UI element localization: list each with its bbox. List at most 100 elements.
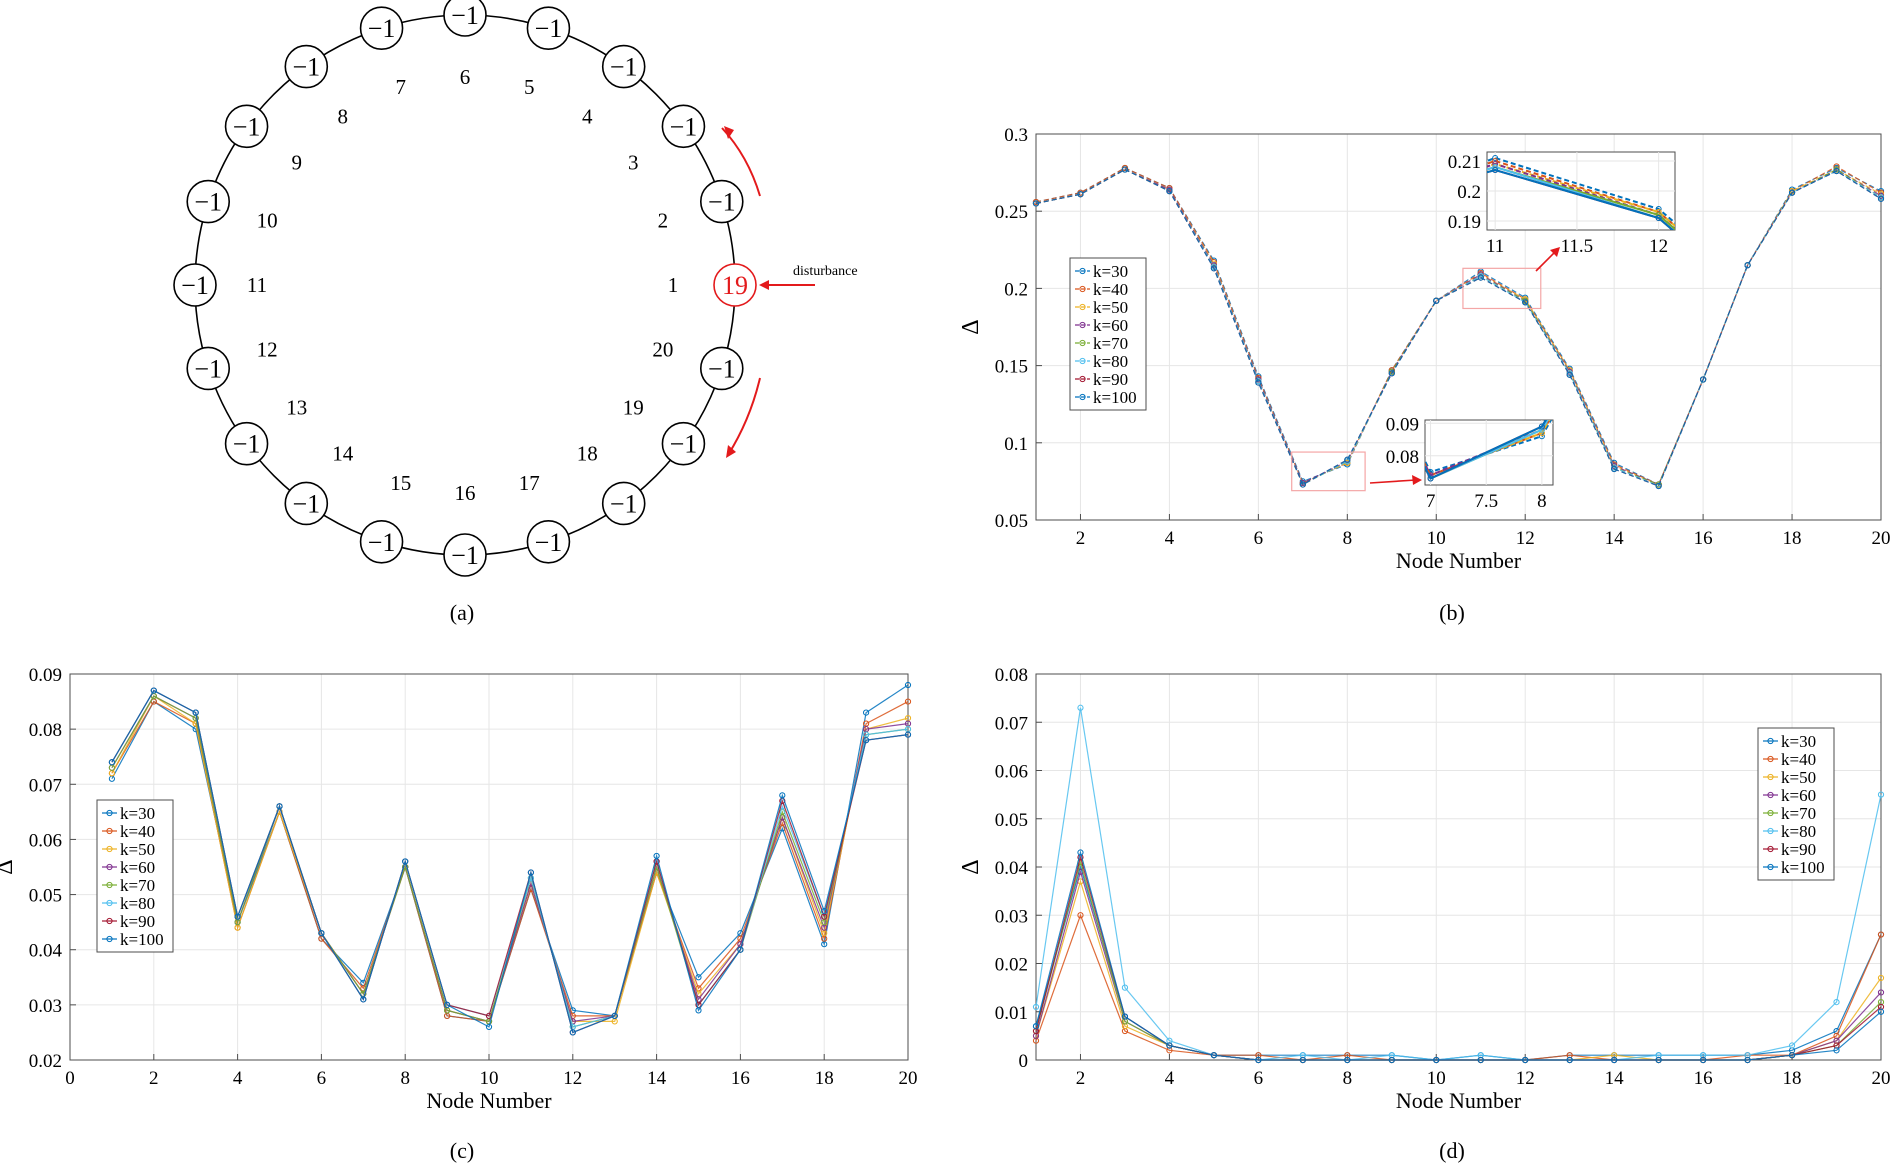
x-tick-label: 2 — [149, 1068, 159, 1089]
zoom-arrow-lower — [1369, 479, 1417, 484]
panel-d-chart: 2 4 6 8 10 12 14 16 18 20 0 0.01 0.02 0.03 0.04 0.05 0.0… — [958, 665, 1891, 1113]
data-point — [695, 974, 702, 981]
x-tick-label: 2 — [1076, 528, 1086, 549]
data-point — [863, 737, 870, 744]
legend-marker — [106, 863, 113, 871]
legend-label: k=90 — [1781, 840, 1816, 859]
inset-data-point — [1317, 255, 1322, 260]
x-tick-label: 16 — [731, 1068, 750, 1089]
y-axis-label: Δ — [958, 319, 984, 334]
inset-data-point — [1205, 8, 1210, 13]
inset-data-point — [348, 0, 353, 4]
data-point — [1121, 984, 1129, 991]
legend-marker — [1767, 809, 1774, 817]
node-label: 3 — [628, 151, 639, 175]
inset-y-tick-label: 0.21 — [1448, 152, 1481, 173]
inset-data-point — [1762, 89, 1767, 94]
node-label: 2 — [658, 209, 669, 233]
legend-marker — [106, 899, 113, 907]
data-point — [1077, 191, 1084, 198]
data-point — [1788, 1052, 1796, 1059]
inset-data-point — [1762, 89, 1767, 94]
legend-marker — [1767, 755, 1774, 763]
data-point — [1877, 1008, 1885, 1015]
y-tick-label: 0.06 — [995, 762, 1028, 783]
node-label: 7 — [395, 75, 406, 99]
inset-data-point — [1317, 255, 1322, 260]
inset-series-line — [1425, 420, 1551, 477]
inset-data-point — [839, 570, 844, 575]
propagation-arrow-up-head — [724, 126, 734, 139]
node-value: −1 — [451, 1, 479, 30]
data-point — [108, 764, 116, 771]
data-point — [1344, 1056, 1351, 1064]
legend-marker — [1767, 863, 1774, 871]
data-point — [1299, 1056, 1306, 1064]
data-point — [1255, 379, 1262, 386]
data-point — [527, 869, 535, 876]
node-circle — [526, 519, 571, 564]
zoom-arrow-lower-head — [1412, 475, 1422, 485]
inset-series-line — [1487, 168, 1675, 230]
inset-data-point — [1655, 215, 1662, 221]
legend-marker — [1079, 339, 1086, 347]
x-axis-label: Node Number — [426, 1088, 552, 1113]
series-line-k=40 — [111, 700, 909, 1023]
data-point — [402, 858, 409, 865]
node-value: −1 — [670, 430, 698, 459]
legend-label: k=60 — [1781, 786, 1816, 805]
legend-label: k=40 — [1093, 280, 1128, 299]
x-tick-label: 0 — [65, 1068, 75, 1089]
node-value: −1 — [194, 354, 222, 383]
node-label: 14 — [332, 441, 354, 465]
node-circle — [284, 44, 329, 89]
legend-marker — [1767, 827, 1774, 835]
inset-data-point — [675, 372, 680, 377]
inset-data-point — [21, 6, 26, 11]
y-axis-label: Δ — [0, 859, 18, 874]
data-point — [904, 681, 912, 689]
inset-data-point — [512, 147, 517, 152]
data-point — [234, 913, 241, 920]
inset-data-point — [839, 564, 844, 569]
inset-series-line — [1425, 420, 1548, 480]
inset-data-point — [1166, 354, 1171, 359]
inset-series-line — [1487, 168, 1675, 230]
legend-label: k=50 — [1093, 298, 1128, 317]
legend-label: k=30 — [120, 804, 155, 823]
x-tick-label: 12 — [563, 1068, 582, 1089]
series-line-k=100 — [1035, 168, 1882, 487]
node-value: −1 — [670, 112, 698, 141]
disturbance-arrow-head — [759, 280, 769, 290]
inset-data-point — [1329, 213, 1334, 218]
y-tick-label: 0.09 — [29, 665, 62, 686]
data-point — [1077, 912, 1084, 919]
node-value: −1 — [292, 489, 320, 518]
y-tick-label: 0.03 — [995, 906, 1028, 927]
legend-box — [1757, 727, 1835, 881]
legend-box — [96, 799, 174, 953]
inset-series-line — [1425, 420, 1551, 477]
x-tick-label: 14 — [1605, 1068, 1625, 1089]
series-line-k=40 — [1035, 913, 1882, 1061]
inset-data-point — [675, 369, 680, 374]
data-point — [444, 1001, 451, 1008]
disturbance-label: disturbance — [793, 264, 858, 279]
node-label: 17 — [519, 471, 540, 495]
inset-data-point — [1329, 213, 1334, 218]
inset-data-point — [1166, 354, 1171, 359]
data-point — [1388, 370, 1395, 377]
data-point — [1433, 297, 1440, 304]
x-tick-label: 6 — [1254, 528, 1264, 549]
inset-data-point — [512, 138, 517, 143]
inset-data-point — [348, 0, 353, 4]
x-tick-label: 20 — [899, 1068, 918, 1089]
data-point — [1744, 262, 1751, 269]
legend-label: k=50 — [1781, 768, 1816, 787]
node-circle — [443, 533, 487, 577]
series-line-k=60 — [111, 695, 909, 1023]
inset-data-point — [1820, 357, 1825, 362]
inset-data-point — [348, 0, 353, 2]
legend-label: k=80 — [1093, 352, 1128, 371]
data-point — [1121, 166, 1129, 173]
